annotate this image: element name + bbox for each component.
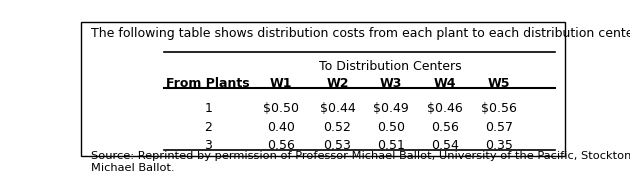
Text: 0.54: 0.54 [431,139,459,152]
Text: The following table shows distribution costs from each plant to each distributio: The following table shows distribution c… [91,27,630,40]
Text: 0.53: 0.53 [324,139,352,152]
Text: 0.51: 0.51 [377,139,405,152]
Text: $0.46: $0.46 [427,102,463,115]
Text: Source: Reprinted by permission of Professor Michael Ballot, University of the P: Source: Reprinted by permission of Profe… [91,151,630,173]
Text: 0.35: 0.35 [484,139,513,152]
Text: 0.52: 0.52 [324,121,352,134]
Text: From Plants: From Plants [166,77,250,90]
Text: $0.49: $0.49 [374,102,409,115]
FancyBboxPatch shape [81,22,564,156]
Text: 1: 1 [204,102,212,115]
Text: W2: W2 [326,77,349,90]
Text: W1: W1 [270,77,292,90]
Text: $0.56: $0.56 [481,102,517,115]
Text: $0.44: $0.44 [319,102,355,115]
Text: To Distribution Centers: To Distribution Centers [319,60,461,73]
Text: 0.57: 0.57 [484,121,513,134]
Text: W3: W3 [380,77,403,90]
Text: 0.56: 0.56 [431,121,459,134]
Text: W5: W5 [488,77,510,90]
Text: 3: 3 [204,139,212,152]
Text: $0.50: $0.50 [263,102,299,115]
Text: 0.50: 0.50 [377,121,405,134]
Text: 0.40: 0.40 [268,121,295,134]
Text: 0.56: 0.56 [268,139,295,152]
Text: 2: 2 [204,121,212,134]
Text: W4: W4 [433,77,456,90]
